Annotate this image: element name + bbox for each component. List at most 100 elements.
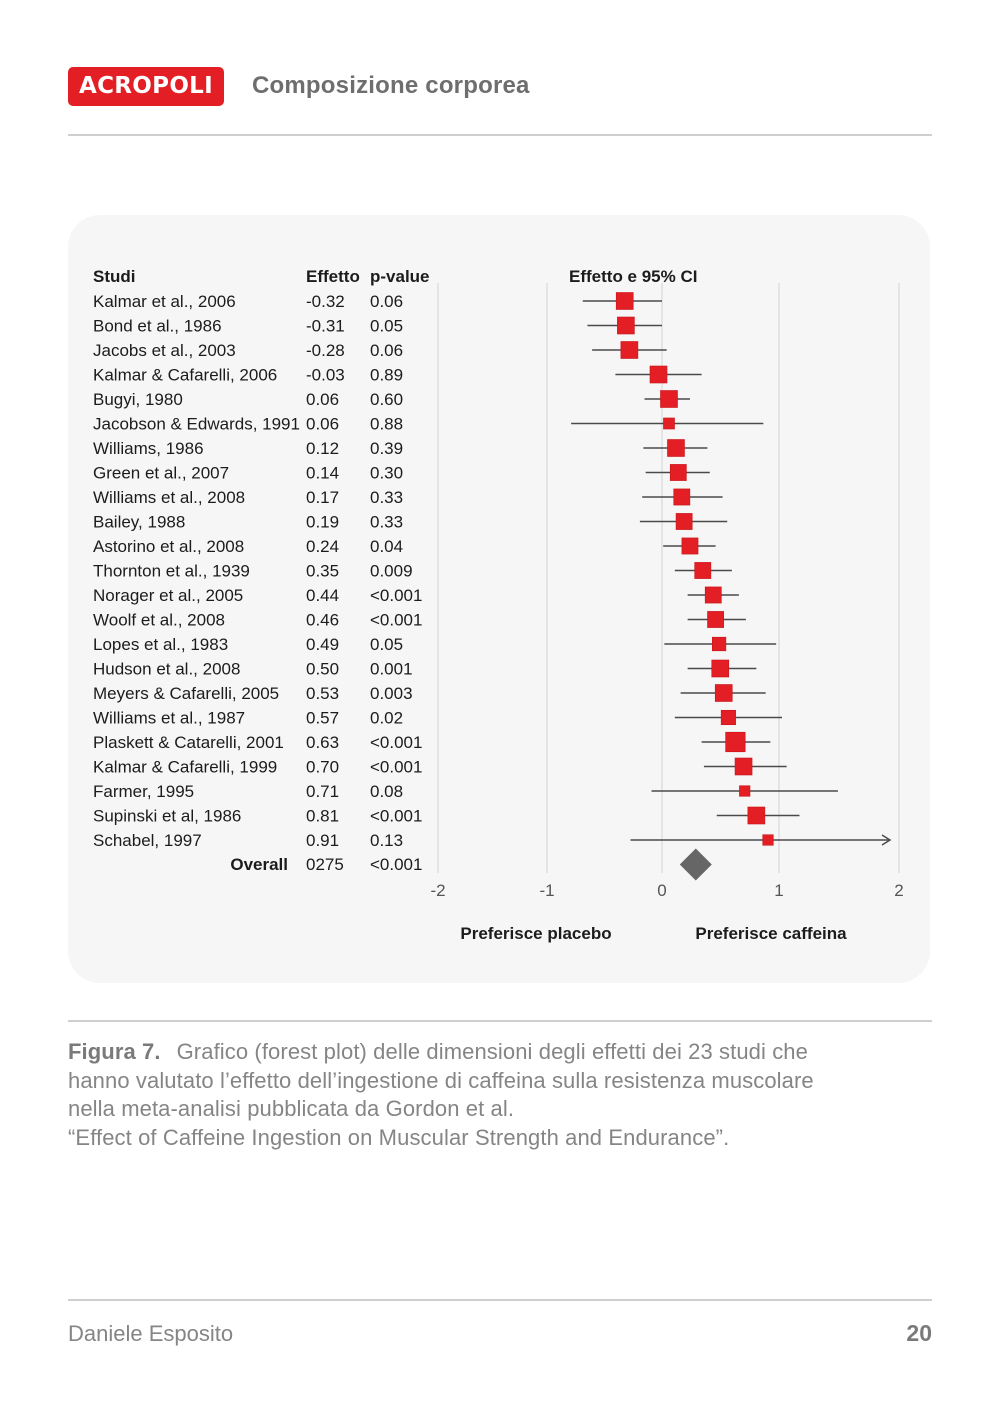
study-pvalue: 0.60 xyxy=(370,390,403,409)
study-pvalue: 0.39 xyxy=(370,439,403,458)
header-divider xyxy=(68,134,932,136)
table-row: Bailey, 1988 0.19 0.33 xyxy=(93,513,403,532)
study-pvalue: <0.001 xyxy=(370,758,422,777)
effect-box xyxy=(747,806,766,825)
study-effect: -0.28 xyxy=(306,341,345,360)
effect-box xyxy=(615,292,634,310)
table-row: Kalmar et al., 2006 -0.32 0.06 xyxy=(93,292,403,311)
study-effect: 0.35 xyxy=(306,562,339,581)
section-title: Composizione corporea xyxy=(252,72,530,99)
study-effect: 0.12 xyxy=(306,439,339,458)
study-effect: 0.70 xyxy=(306,758,339,777)
study-name: Thornton et al., 1939 xyxy=(93,562,250,581)
xlabel-left: Preferisce placebo xyxy=(460,924,611,943)
study-pvalue: <0.001 xyxy=(370,807,422,826)
effect-box xyxy=(620,341,639,359)
footer-divider xyxy=(68,1299,932,1301)
study-effect: 0.19 xyxy=(306,513,339,532)
study-pvalue: 0.05 xyxy=(370,635,403,654)
study-pvalue: 0.06 xyxy=(370,292,403,311)
effect-box xyxy=(720,709,736,726)
x-axis-ticks: -2 -1 0 1 2 xyxy=(430,881,903,900)
overall-pvalue: <0.001 xyxy=(370,855,422,874)
caption-text-3: nella meta-analisi pubblicata da Gordon … xyxy=(68,1096,515,1121)
study-name: Bugyi, 1980 xyxy=(93,390,183,409)
study-effect: 0.81 xyxy=(306,807,339,826)
table-row: Schabel, 1997 0.91 0.13 xyxy=(93,831,403,850)
x-tick-label: -2 xyxy=(430,881,445,900)
effect-box xyxy=(675,513,693,530)
study-effect: 0.53 xyxy=(306,684,339,703)
table-row: Williams et al., 2008 0.17 0.33 xyxy=(93,488,403,507)
study-name: Lopes et al., 1983 xyxy=(93,635,228,654)
effect-box xyxy=(725,731,746,753)
study-effect: 0.71 xyxy=(306,782,339,801)
x-tick-label: -1 xyxy=(539,881,554,900)
effect-box xyxy=(617,316,635,335)
effect-box xyxy=(711,636,727,652)
effect-box xyxy=(711,659,730,678)
effect-box xyxy=(704,586,722,604)
effect-box xyxy=(762,834,774,846)
study-pvalue: 0.009 xyxy=(370,562,413,581)
column-header-effect: Effetto xyxy=(306,267,360,286)
column-header-pvalue: p-value xyxy=(370,267,430,286)
table-row: Astorino et al., 2008 0.24 0.04 xyxy=(93,537,403,556)
study-pvalue: <0.001 xyxy=(370,611,422,630)
study-pvalue: 0.08 xyxy=(370,782,403,801)
study-pvalue: 0.33 xyxy=(370,488,403,507)
brand-logo: ACROPOLI xyxy=(68,67,224,106)
xlabel-right: Preferisce caffeina xyxy=(695,924,847,943)
study-effect: -0.32 xyxy=(306,292,345,311)
study-pvalue: 0.02 xyxy=(370,709,403,728)
caption-text-4: “Effect of Caffeine Ingestion on Muscula… xyxy=(68,1124,730,1150)
study-effect: 0.46 xyxy=(306,611,339,630)
study-name: Woolf et al., 2008 xyxy=(93,611,225,630)
effect-box xyxy=(734,757,753,776)
table-row: Woolf et al., 2008 0.46 <0.001 xyxy=(93,611,422,630)
x-tick-label: 1 xyxy=(774,881,783,900)
grid-lines xyxy=(437,283,900,873)
effect-box xyxy=(681,537,699,555)
table-row: Bond et al., 1986 -0.31 0.05 xyxy=(93,317,403,336)
figure-caption: Figura 7. Grafico (forest plot) delle dim… xyxy=(68,1038,938,1152)
study-rows: Kalmar et al., 2006 -0.32 0.06 Bond et al.,… xyxy=(93,292,422,850)
ci-arrow-icon xyxy=(881,834,892,846)
study-name: Hudson et al., 2008 xyxy=(93,660,240,679)
effect-box xyxy=(714,684,733,702)
study-pvalue: 0.88 xyxy=(370,415,403,434)
study-pvalue: 0.89 xyxy=(370,366,403,385)
table-row: Bugyi, 1980 0.06 0.60 xyxy=(93,390,403,409)
study-name: Kalmar & Cafarelli, 1999 xyxy=(93,758,277,777)
study-effect: 0.49 xyxy=(306,635,339,654)
study-name: Jacobson & Edwards, 1991 xyxy=(93,415,300,434)
study-effect: -0.31 xyxy=(306,317,345,336)
caption-text-2: hanno valutato l’effetto dell’ingestione… xyxy=(68,1067,814,1093)
study-name: Schabel, 1997 xyxy=(93,831,202,850)
table-row: Jacobs et al., 2003 -0.28 0.06 xyxy=(93,341,403,360)
study-effect: 0.57 xyxy=(306,709,339,728)
study-name: Williams et al., 1987 xyxy=(93,709,245,728)
table-row: Kalmar & Cafarelli, 1999 0.70 <0.001 xyxy=(93,758,422,777)
table-row: Norager et al., 2005 0.44 <0.001 xyxy=(93,586,422,605)
study-effect: 0.06 xyxy=(306,415,339,434)
table-row: Farmer, 1995 0.71 0.08 xyxy=(93,782,403,801)
page-number: 20 xyxy=(906,1320,932,1346)
study-name: Green et al., 2007 xyxy=(93,464,229,483)
table-row: Lopes et al., 1983 0.49 0.05 xyxy=(93,635,403,654)
study-pvalue: 0.33 xyxy=(370,513,403,532)
study-name: Kalmar et al., 2006 xyxy=(93,292,236,311)
overall-effect: 0275 xyxy=(306,855,344,874)
study-pvalue: 0.04 xyxy=(370,537,403,556)
study-name: Farmer, 1995 xyxy=(93,782,194,801)
study-name: Williams et al., 2008 xyxy=(93,488,245,507)
plot-marks xyxy=(571,292,892,881)
study-effect: -0.03 xyxy=(306,366,345,385)
forest-plot-card xyxy=(68,215,930,983)
study-pvalue: 0.30 xyxy=(370,464,403,483)
effect-box xyxy=(649,365,668,384)
study-pvalue: 0.003 xyxy=(370,684,413,703)
caption-label: Figura 7. xyxy=(68,1039,161,1064)
column-header-studies: Studi xyxy=(93,267,136,286)
study-pvalue: 0.13 xyxy=(370,831,403,850)
